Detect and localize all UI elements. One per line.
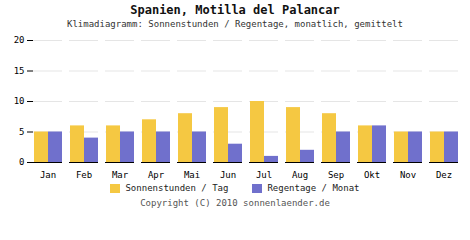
- svg-text:Sep: Sep: [328, 170, 344, 180]
- svg-text:Nov: Nov: [400, 170, 416, 180]
- svg-text:Jun: Jun: [220, 170, 236, 180]
- svg-text:Jul: Jul: [256, 170, 272, 180]
- svg-text:Aug: Aug: [292, 170, 308, 180]
- svg-text:Mar: Mar: [112, 170, 129, 180]
- svg-text:0: 0: [19, 157, 24, 167]
- svg-text:Jan: Jan: [40, 170, 56, 180]
- svg-text:Dez: Dez: [436, 170, 452, 180]
- html-text:Sonnenstunden / Tag: Sonnenstunden / Tag: [125, 183, 229, 193]
- html-text:Copyright (C) 2010 sonnenlaend: Copyright (C) 2010 sonnenlaender.de: [140, 198, 330, 208]
- svg-text:15: 15: [14, 66, 25, 76]
- html-text:Regentage / Monat: Regentage / Monat: [267, 183, 360, 193]
- svg-text:20: 20: [14, 35, 25, 45]
- svg-text:Mai: Mai: [184, 170, 200, 180]
- svg-text:10: 10: [14, 96, 25, 106]
- html-text:Spanien, Motilla del Palancar: Spanien, Motilla del Palancar: [130, 3, 340, 17]
- html-text:Klimadiagramm: Sonnenstunden /: Klimadiagramm: Sonnenstunden / Regentage…: [67, 19, 403, 29]
- svg-text:Apr: Apr: [148, 170, 165, 180]
- svg-text:5: 5: [19, 127, 24, 137]
- svg-text:Feb: Feb: [76, 170, 92, 180]
- svg-text:Okt: Okt: [364, 170, 380, 180]
